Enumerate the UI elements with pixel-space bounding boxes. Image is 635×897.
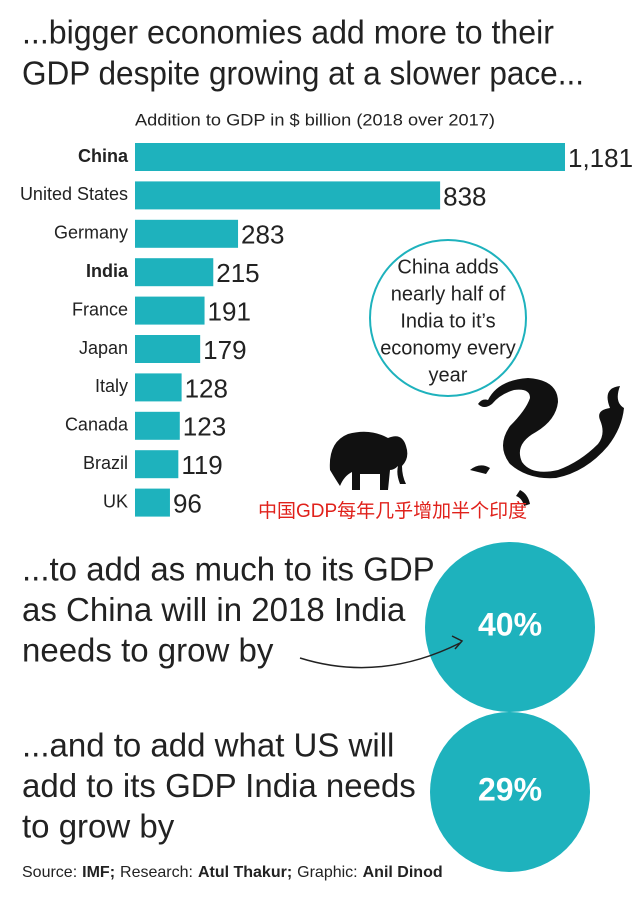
category-label: Japan [79, 338, 128, 358]
stat-figure: 29% [478, 771, 542, 807]
annotation-text: 中国GDP每年几乎增加半个印度 [258, 500, 527, 522]
category-label: China [78, 146, 129, 166]
source: Source: IMF; Research: Atul Thakur; Graphic:… [22, 864, 443, 881]
category-label: Brazil [83, 453, 128, 473]
bar [135, 411, 180, 440]
value-label: 838 [443, 181, 486, 211]
elephant-icon [329, 431, 408, 490]
stat-figure: 40% [478, 606, 542, 642]
value-label: 215 [216, 258, 259, 288]
title-line: ...bigger economies add more to their [22, 14, 554, 51]
source-label: Source: [22, 864, 77, 881]
bar [135, 488, 170, 517]
value-label: 191 [208, 296, 251, 326]
source-name: Anil Dinod [363, 864, 443, 881]
stat-text: ...to add as much to its GDP [22, 551, 435, 588]
value-label: 128 [185, 373, 228, 403]
stat-text: as China will in 2018 India [22, 591, 406, 628]
title-line: GDP despite growing at a slower pace... [22, 55, 584, 92]
category-label: Canada [65, 415, 129, 435]
bar [135, 143, 565, 171]
source-label: Graphic: [297, 864, 357, 881]
category-label: Germany [54, 223, 128, 243]
stat-circle [425, 542, 595, 712]
annotation-text: year [429, 364, 468, 386]
annotation-text: nearly half of [391, 283, 506, 305]
bar [135, 219, 239, 248]
value-label: 283 [241, 220, 284, 250]
dragon-icon [470, 378, 624, 506]
bar [135, 258, 214, 287]
source-label: Research: [120, 864, 193, 881]
category-label: UK [103, 491, 128, 511]
arrow [299, 642, 461, 669]
annotation-text: economy every [380, 337, 516, 359]
callout-circle [369, 239, 527, 397]
bar [135, 450, 179, 479]
stat-circle [430, 712, 590, 872]
value-label: 123 [183, 412, 226, 442]
stat-text: add to its GDP India needs [22, 767, 416, 804]
category-label: France [72, 299, 128, 319]
value-label: 179 [203, 335, 246, 365]
bar [135, 296, 205, 325]
annotation-text: India to it’s [400, 310, 495, 332]
value-label: 1,181 [568, 143, 633, 173]
category-label: Italy [95, 376, 128, 396]
source-name: IMF; [82, 864, 115, 881]
bar [135, 373, 182, 402]
category-label: United States [20, 184, 128, 204]
stat-text: ...and to add what US will [22, 727, 394, 764]
stat-text: to grow by [22, 808, 175, 845]
value-label: 119 [181, 450, 222, 480]
source-name: Atul Thakur; [198, 864, 292, 881]
annotation-text: China adds [397, 256, 498, 278]
arrow-head [451, 635, 464, 650]
stat-text: needs to grow by [22, 632, 274, 669]
category-label: India [86, 261, 129, 281]
subtitle: Addition to GDP in $ billion (2018 over … [135, 110, 495, 129]
bar [135, 181, 441, 210]
value-label: 96 [173, 488, 202, 518]
bar [135, 335, 201, 363]
